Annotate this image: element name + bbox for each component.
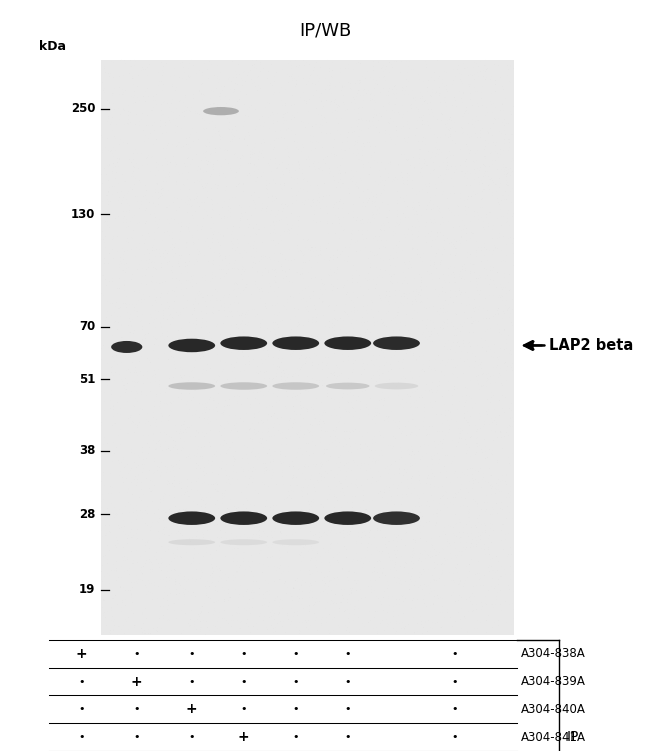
Text: •: • — [292, 677, 299, 686]
Ellipse shape — [111, 341, 142, 353]
Text: A304-841A: A304-841A — [521, 731, 586, 743]
Text: •: • — [452, 732, 458, 742]
Ellipse shape — [168, 339, 215, 352]
Ellipse shape — [168, 511, 215, 525]
Ellipse shape — [272, 539, 319, 545]
Text: •: • — [452, 704, 458, 714]
Text: •: • — [78, 677, 84, 686]
Text: 19: 19 — [79, 583, 96, 596]
Text: •: • — [240, 677, 247, 686]
Text: •: • — [344, 677, 351, 686]
Text: •: • — [188, 677, 195, 686]
Ellipse shape — [220, 511, 267, 525]
Text: 250: 250 — [71, 102, 96, 116]
Text: •: • — [133, 704, 140, 714]
Ellipse shape — [272, 382, 319, 390]
Ellipse shape — [220, 336, 267, 350]
Ellipse shape — [324, 511, 371, 525]
Text: •: • — [292, 704, 299, 714]
Text: •: • — [240, 704, 247, 714]
Ellipse shape — [373, 511, 420, 525]
Ellipse shape — [220, 382, 267, 390]
Ellipse shape — [374, 382, 419, 389]
Text: kDa: kDa — [38, 40, 66, 53]
Text: A304-838A: A304-838A — [521, 647, 586, 660]
Text: 130: 130 — [72, 207, 96, 221]
Text: •: • — [292, 649, 299, 659]
Ellipse shape — [272, 336, 319, 350]
Text: IP/WB: IP/WB — [299, 21, 351, 39]
Text: •: • — [452, 649, 458, 659]
Text: •: • — [240, 649, 247, 659]
Ellipse shape — [220, 539, 267, 545]
Text: +: + — [75, 647, 87, 661]
Bar — [101, 60, 514, 635]
Ellipse shape — [324, 336, 371, 350]
Text: •: • — [292, 732, 299, 742]
Text: •: • — [188, 732, 195, 742]
Text: •: • — [344, 732, 351, 742]
Ellipse shape — [272, 511, 319, 525]
Text: LAP2 beta: LAP2 beta — [549, 338, 634, 353]
Text: •: • — [78, 732, 84, 742]
Text: •: • — [133, 732, 140, 742]
Text: •: • — [188, 649, 195, 659]
Text: +: + — [186, 702, 198, 716]
Text: 51: 51 — [79, 372, 96, 386]
Text: A304-839A: A304-839A — [521, 675, 586, 688]
Text: •: • — [344, 649, 351, 659]
Text: A304-840A: A304-840A — [521, 703, 586, 716]
Text: •: • — [133, 649, 140, 659]
Text: +: + — [238, 730, 250, 744]
Text: 38: 38 — [79, 444, 96, 457]
Text: •: • — [344, 704, 351, 714]
Ellipse shape — [203, 107, 239, 115]
Text: +: + — [131, 674, 142, 689]
Ellipse shape — [168, 382, 215, 390]
Text: •: • — [78, 704, 84, 714]
Ellipse shape — [168, 539, 215, 545]
Ellipse shape — [373, 336, 420, 350]
Ellipse shape — [326, 382, 369, 389]
Text: 70: 70 — [79, 320, 96, 333]
Text: •: • — [452, 677, 458, 686]
Text: 28: 28 — [79, 508, 96, 521]
Text: IP: IP — [567, 730, 579, 744]
